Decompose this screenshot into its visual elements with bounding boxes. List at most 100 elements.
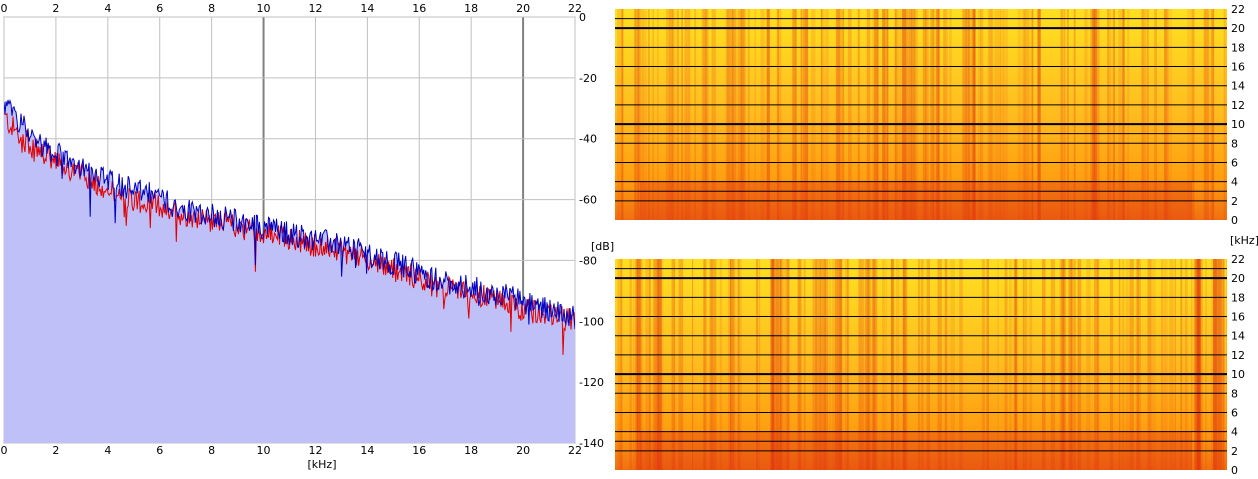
spectrogram-texture-stripe (1213, 259, 1217, 470)
spectrogram-texture-stripe (729, 259, 734, 470)
spectrogram-texture-stripe (1203, 9, 1207, 220)
spectrogram-texture-stripe (780, 259, 783, 470)
spectrogram-texture-stripe (1191, 259, 1193, 470)
spectrogram-texture-stripe (1122, 9, 1125, 220)
spectrogram-texture-stripe (1213, 259, 1219, 470)
spectrogram-texture-stripe (635, 259, 639, 470)
spectrogram-texture-stripe (777, 9, 782, 220)
spectrogram-texture-stripe (1187, 9, 1192, 220)
y-tick-label: 0 (579, 11, 586, 24)
spectrogram-texture-stripe (871, 259, 875, 470)
spectrogram-texture-stripe (1218, 259, 1223, 470)
spectrogram-texture-stripe (986, 259, 989, 470)
spectrogram-texture-stripe (732, 9, 736, 220)
spectrogram-texture-stripe (1092, 9, 1097, 220)
spectrogram-texture-stripe (621, 9, 624, 220)
spectrogram-texture-stripe (702, 9, 707, 220)
spectrogram-texture-stripe (1027, 9, 1029, 220)
spectrogram-texture-stripe (917, 259, 921, 470)
spectrogram-texture-stripe (1014, 259, 1018, 470)
spectrogram-texture-stripe (634, 9, 639, 220)
spectrogram-texture-stripe (619, 9, 624, 220)
spectrogram-texture-stripe (660, 259, 664, 470)
y-tick-label: -40 (579, 133, 597, 146)
spectrogram-texture-stripe (844, 259, 850, 470)
spectrogram-texture-stripe (1197, 259, 1201, 470)
spectrogram-tick-label: 0 (1231, 464, 1238, 477)
spectrogram-texture-stripe (770, 259, 773, 470)
x-tick-label: 8 (208, 444, 215, 457)
y-axis-label: [dB] (591, 240, 614, 253)
spectrogram-texture-stripe (771, 259, 775, 470)
spectrogram-texture-stripe (1192, 9, 1195, 220)
spectrogram-texture-stripe (873, 9, 879, 220)
spectrogram-texture-stripe (739, 259, 742, 470)
spectrogram-texture-stripe (642, 9, 647, 220)
x-tick-label: 4 (104, 444, 111, 457)
spectrogram-texture-stripe (1031, 9, 1033, 220)
spectrogram-texture-stripe (694, 9, 696, 220)
spectrogram-texture-stripe (778, 259, 780, 470)
spectrogram-tick-label: 20 (1231, 22, 1245, 35)
x-tick-label: 20 (516, 444, 530, 457)
spectrogram-texture-stripe (908, 9, 912, 220)
spectrogram-texture-stripe (1069, 259, 1073, 470)
spectrogram-texture-stripe (997, 259, 999, 470)
spectrogram-texture-stripe (649, 259, 651, 470)
y-tick-label: -20 (579, 72, 597, 85)
spectrogram-texture-stripe (1210, 9, 1215, 220)
spectrogram-texture-stripe (756, 259, 758, 470)
spectrogram-texture-stripe (902, 9, 908, 220)
spectrogram-texture-stripe (1196, 259, 1202, 470)
spectrogram-texture-stripe (1184, 259, 1188, 470)
spectrogram-texture-stripe (738, 9, 743, 220)
spectrogram-texture-stripe (766, 9, 770, 220)
spectrogram-texture-stripe (740, 9, 746, 220)
spectrogram-texture-stripe (890, 259, 894, 470)
spectrogram-texture-stripe (925, 9, 929, 220)
spectrogram-texture-stripe (800, 9, 803, 220)
y-tick-label: -120 (579, 376, 604, 389)
x-tick-label: 14 (360, 444, 374, 457)
spectrogram-texture-stripe (837, 259, 843, 470)
spectrogram-texture-stripe (1205, 9, 1208, 220)
spectrogram-texture-stripe (760, 9, 765, 220)
spectrogram-texture-stripe (687, 9, 691, 220)
spectrogram-texture-stripe (730, 259, 732, 470)
spectrogram-texture-stripe (671, 259, 676, 470)
spectrogram-texture-stripe (1025, 9, 1029, 220)
spectrogram-texture-stripe (1094, 259, 1098, 470)
spectrogram-texture-stripe (999, 9, 1004, 220)
spectrogram-texture-stripe (1092, 9, 1098, 220)
spectrogram-texture-stripe (1223, 9, 1225, 220)
spectrogram-texture-stripe (665, 9, 669, 220)
spectrogram-texture-stripe (1217, 259, 1222, 470)
spectrogram-texture-stripe (657, 259, 662, 470)
spectrogram-texture-stripe (801, 9, 803, 220)
spectrogram-texture-stripe (1118, 9, 1122, 220)
spectrogram-texture-stripe (1129, 259, 1134, 470)
spectrogram-texture-stripe (1086, 259, 1091, 470)
spectrogram-texture-stripe (1196, 259, 1199, 470)
spectrogram-texture-stripe (728, 259, 732, 470)
y-tick-label: -60 (579, 194, 597, 207)
spectrogram-texture-stripe (980, 9, 984, 220)
spectrum-plot: 0 2 4 6 8 10 12 14 16 18 20 22 0 2 4 6 8 10 12 14 16 18 20 22 … (1, 2, 615, 471)
spectrogram-texture-stripe (645, 259, 650, 470)
x-tick-label: 18 (464, 444, 478, 457)
spectrogram-texture-stripe (1107, 9, 1110, 220)
spectrogram-texture-stripe (711, 9, 716, 220)
spectrogram-texture-stripe (637, 259, 641, 470)
spectrogram-texture-stripe (1205, 259, 1207, 470)
spectrogram-texture-stripe (658, 259, 662, 470)
spectrogram-texture-stripe (681, 9, 683, 220)
spectrogram-texture-stripe (912, 9, 918, 220)
spectrogram-texture-stripe (1023, 9, 1026, 220)
spectrogram-texture-stripe (731, 259, 734, 470)
x-tick-label: 10 (257, 2, 271, 15)
spectrogram-texture-stripe (1147, 259, 1152, 470)
spectrogram-texture-stripe (637, 9, 641, 220)
spectrogram-texture-stripe (883, 9, 886, 220)
spectrogram-texture-stripe (648, 9, 650, 220)
spectrogram-tick-label: 22 (1231, 253, 1245, 266)
